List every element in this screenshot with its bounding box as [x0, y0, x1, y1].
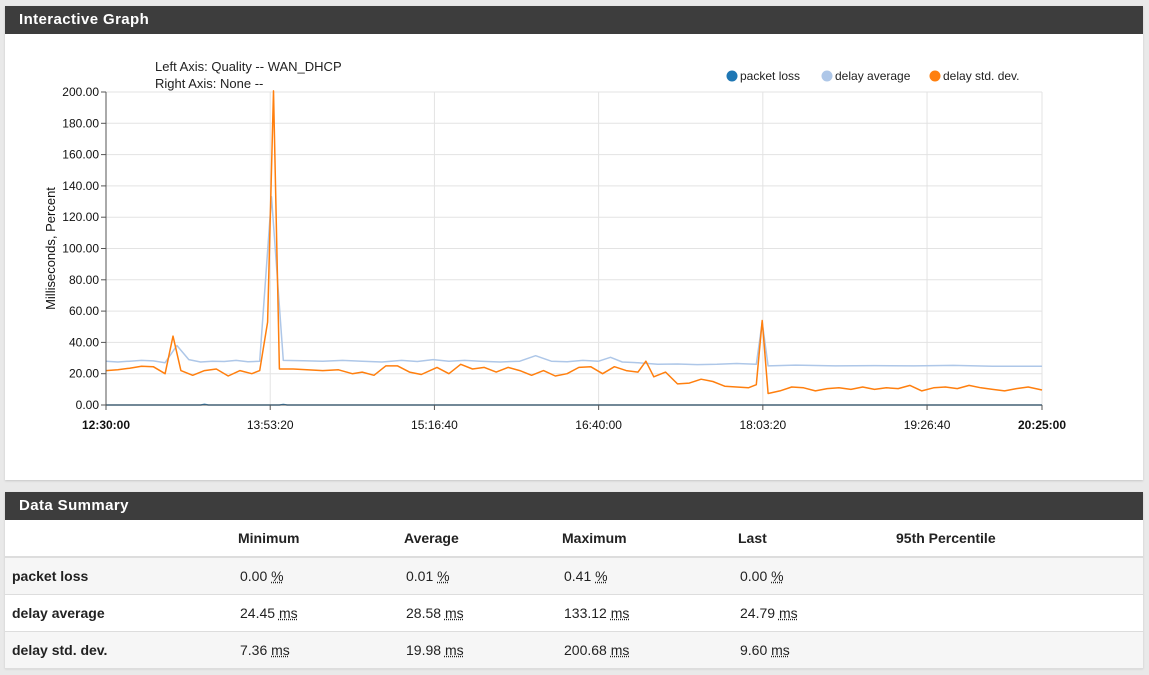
cell-value: 0.01	[406, 568, 438, 584]
axis-info-line: Right Axis: None --	[155, 76, 263, 91]
grid	[105, 91, 1043, 406]
row-label: delay average	[5, 594, 238, 632]
cell-95th-percentile	[896, 631, 1143, 669]
cell-value: 0.41	[564, 568, 596, 584]
legend[interactable]: packet loss delay average delay std. dev.	[726, 69, 1020, 83]
header-minimum: Minimum	[238, 520, 404, 558]
summary-table: Minimum Average Maximum Last 95th Percen…	[5, 520, 1143, 669]
row-label: packet loss	[5, 557, 238, 595]
unit-abbr[interactable]: ms	[444, 605, 464, 621]
x-tick-label: 19:26:40	[904, 418, 951, 432]
cell-value: 24.79	[740, 605, 779, 621]
header-95th-percentile: 95th Percentile	[896, 520, 1143, 558]
legend-label: delay average	[835, 69, 911, 83]
cell-minimum: 0.00 %	[238, 557, 404, 595]
legend-item[interactable]: delay average	[821, 69, 911, 83]
y-tick-label: 40.00	[69, 335, 99, 349]
data-summary-panel: Data Summary Minimum Average Maximum Las…	[5, 492, 1143, 669]
unit-abbr[interactable]: %	[437, 568, 450, 584]
y-tick-label: 60.00	[69, 304, 99, 318]
legend-item[interactable]: packet loss	[726, 69, 801, 83]
unit-abbr[interactable]: ms	[271, 642, 290, 658]
header-last: Last	[738, 520, 896, 558]
x-tick-label: 15:16:40	[411, 418, 458, 432]
unit-abbr[interactable]: ms	[444, 642, 464, 658]
row-label: delay std. dev.	[5, 631, 238, 669]
interactive-graph-panel: Interactive Graph 0.00 20.00 40.00 60.00 80.…	[5, 6, 1143, 480]
cell-value: 9.60	[740, 642, 772, 658]
y-tick-label: 80.00	[69, 273, 99, 287]
axis-info-line: Left Axis: Quality -- WAN_DHCP	[155, 59, 342, 74]
cell-maximum: 200.68 ms	[562, 631, 738, 669]
legend-swatch	[726, 70, 738, 82]
legend-swatch	[929, 70, 941, 82]
cell-last: 24.79 ms	[738, 594, 896, 632]
x-tick-label: 13:53:20	[247, 418, 294, 432]
x-tick-label: 20:25:00	[1018, 418, 1066, 432]
legend-swatch	[821, 70, 833, 82]
cell-minimum: 7.36 ms	[238, 631, 404, 669]
cell-value: 19.98	[406, 642, 445, 658]
cell-maximum: 133.12 ms	[562, 594, 738, 632]
series-line-delay-average	[105, 195, 1042, 367]
legend-item[interactable]: delay std. dev.	[929, 69, 1020, 83]
cell-last: 9.60 ms	[738, 631, 896, 669]
unit-abbr[interactable]: ms	[610, 605, 630, 621]
cell-value: 133.12	[564, 605, 611, 621]
cell-value: 200.68	[564, 642, 611, 658]
unit-abbr[interactable]: %	[771, 568, 784, 584]
cell-average: 28.58 ms	[404, 594, 562, 632]
cell-value: 7.36	[240, 642, 272, 658]
y-tick-label: 120.00	[62, 210, 99, 224]
y-tick-label: 200.00	[62, 85, 99, 99]
summary-header-row: Minimum Average Maximum Last 95th Percen…	[5, 520, 1143, 558]
cell-average: 0.01 %	[404, 557, 562, 595]
legend-label: packet loss	[740, 69, 800, 83]
unit-abbr[interactable]: ms	[771, 642, 790, 658]
series-layer	[105, 90, 1043, 406]
cell-95th-percentile	[896, 557, 1143, 595]
series-line-delay-std-dev	[105, 90, 1043, 395]
y-axis-title: Milliseconds, Percent	[43, 187, 58, 310]
unit-abbr[interactable]: %	[271, 568, 284, 584]
cell-maximum: 0.41 %	[562, 557, 738, 595]
panel-title: Data Summary	[5, 492, 1143, 520]
axes: 0.00 20.00 40.00 60.00 80.00 100.00 120.00 140.…	[43, 85, 1066, 432]
cell-value: 28.58	[406, 605, 445, 621]
cell-minimum: 24.45 ms	[238, 594, 404, 632]
x-tick-label: 12:30:00	[82, 418, 130, 432]
quality-chart[interactable]: 0.00 20.00 40.00 60.00 80.00 100.00 120.00 140.…	[5, 34, 1143, 480]
y-tick-label: 20.00	[69, 367, 99, 381]
y-tick-label: 100.00	[62, 242, 99, 256]
header-label	[5, 520, 238, 558]
x-tick-label: 16:40:00	[575, 418, 622, 432]
y-tick-label: 0.00	[76, 398, 100, 412]
unit-abbr[interactable]: ms	[278, 605, 298, 621]
cell-average: 19.98 ms	[404, 631, 562, 669]
legend-label: delay std. dev.	[943, 69, 1020, 83]
y-tick-label: 160.00	[62, 148, 99, 162]
header-average: Average	[404, 520, 562, 558]
y-tick-label: 180.00	[62, 116, 99, 130]
cell-value: 24.45	[240, 605, 279, 621]
summary-row: delay average 24.45 ms 28.58 ms 133.12 ms 24…	[5, 594, 1143, 632]
summary-row: packet loss 0.00 % 0.01 % 0.41 % 0.00 %	[5, 557, 1143, 595]
unit-abbr[interactable]: ms	[778, 605, 798, 621]
unit-abbr[interactable]: %	[595, 568, 608, 584]
cell-95th-percentile	[896, 594, 1143, 632]
unit-abbr[interactable]: ms	[610, 642, 630, 658]
cell-value: 0.00	[740, 568, 772, 584]
cell-last: 0.00 %	[738, 557, 896, 595]
panel-title: Interactive Graph	[5, 6, 1143, 34]
header-maximum: Maximum	[562, 520, 738, 558]
x-tick-label: 18:03:20	[739, 418, 786, 432]
cell-value: 0.00	[240, 568, 272, 584]
y-tick-label: 140.00	[62, 179, 99, 193]
axis-info: Left Axis: Quality -- WAN_DHCP Right Axis…	[155, 59, 342, 91]
summary-row: delay std. dev. 7.36 ms 19.98 ms 200.68 ms 9…	[5, 631, 1143, 669]
